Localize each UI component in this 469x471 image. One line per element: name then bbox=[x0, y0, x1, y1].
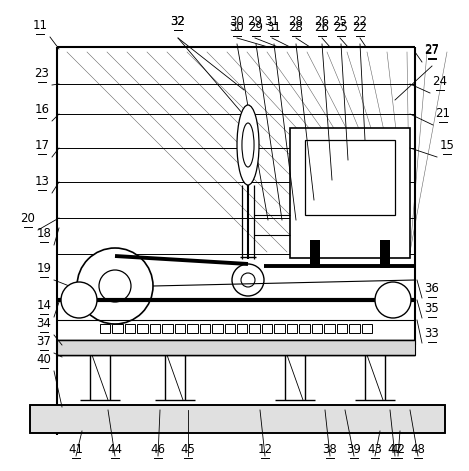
Text: 43: 43 bbox=[368, 443, 382, 456]
Text: 33: 33 bbox=[424, 327, 439, 340]
Text: 39: 39 bbox=[347, 443, 362, 456]
Bar bbox=[299, 324, 310, 333]
Bar bbox=[30, 405, 445, 433]
Bar bbox=[30, 405, 445, 433]
Bar bbox=[287, 324, 297, 333]
Bar bbox=[274, 324, 285, 333]
Bar bbox=[312, 324, 322, 333]
Text: 28: 28 bbox=[288, 21, 303, 34]
Text: 22: 22 bbox=[353, 15, 368, 28]
Text: 36: 36 bbox=[424, 282, 439, 295]
Bar bbox=[150, 324, 160, 333]
Text: 46: 46 bbox=[151, 443, 166, 456]
Bar bbox=[290, 128, 410, 258]
Text: 34: 34 bbox=[37, 317, 52, 330]
Text: 17: 17 bbox=[35, 139, 50, 152]
Text: 35: 35 bbox=[424, 302, 439, 315]
Circle shape bbox=[241, 273, 255, 287]
Text: 40: 40 bbox=[37, 353, 52, 366]
Bar bbox=[187, 324, 197, 333]
Bar bbox=[200, 324, 210, 333]
Text: 26: 26 bbox=[315, 15, 330, 28]
Text: 18: 18 bbox=[37, 227, 52, 240]
Circle shape bbox=[61, 282, 97, 318]
Text: 48: 48 bbox=[410, 443, 425, 456]
Bar bbox=[310, 240, 320, 268]
Text: 29: 29 bbox=[249, 21, 264, 34]
Circle shape bbox=[77, 248, 153, 324]
Text: 32: 32 bbox=[171, 15, 185, 28]
Bar bbox=[162, 324, 173, 333]
Text: 47: 47 bbox=[387, 443, 402, 456]
Text: 31: 31 bbox=[265, 15, 280, 28]
Bar bbox=[225, 324, 235, 333]
Bar bbox=[305, 140, 395, 215]
Text: 21: 21 bbox=[436, 107, 451, 120]
Circle shape bbox=[232, 264, 264, 296]
Text: 27: 27 bbox=[424, 44, 439, 57]
Text: 30: 30 bbox=[230, 15, 244, 28]
Bar bbox=[337, 324, 347, 333]
Text: 23: 23 bbox=[35, 67, 49, 80]
Text: 31: 31 bbox=[266, 21, 281, 34]
Text: 24: 24 bbox=[432, 75, 447, 88]
Text: 25: 25 bbox=[333, 15, 348, 28]
Bar bbox=[137, 324, 148, 333]
Bar bbox=[349, 324, 360, 333]
Bar bbox=[324, 324, 335, 333]
Text: 16: 16 bbox=[35, 103, 50, 116]
Text: 26: 26 bbox=[315, 21, 330, 34]
Bar bbox=[57, 340, 415, 355]
Bar bbox=[380, 240, 390, 268]
Text: 29: 29 bbox=[248, 15, 263, 28]
Text: 44: 44 bbox=[107, 443, 122, 456]
Text: 13: 13 bbox=[35, 175, 49, 188]
Text: 41: 41 bbox=[68, 443, 83, 456]
Text: 28: 28 bbox=[288, 15, 303, 28]
Text: 20: 20 bbox=[21, 212, 36, 225]
Bar bbox=[237, 324, 248, 333]
Text: 38: 38 bbox=[323, 443, 337, 456]
Circle shape bbox=[375, 282, 411, 318]
Bar bbox=[262, 324, 272, 333]
Bar bbox=[250, 324, 260, 333]
Text: 11: 11 bbox=[32, 19, 47, 32]
Ellipse shape bbox=[242, 123, 254, 167]
Text: 12: 12 bbox=[257, 443, 272, 456]
Bar bbox=[212, 324, 223, 333]
Text: 37: 37 bbox=[37, 335, 52, 348]
Circle shape bbox=[99, 270, 131, 302]
Text: 22: 22 bbox=[353, 21, 368, 34]
Text: 19: 19 bbox=[37, 262, 52, 275]
Text: 32: 32 bbox=[171, 15, 185, 28]
Text: 25: 25 bbox=[333, 21, 348, 34]
Bar bbox=[175, 324, 185, 333]
Bar bbox=[362, 324, 372, 333]
Bar bbox=[100, 324, 111, 333]
Text: 14: 14 bbox=[37, 299, 52, 312]
Bar bbox=[125, 324, 136, 333]
Text: 45: 45 bbox=[181, 443, 196, 456]
Text: 15: 15 bbox=[439, 139, 454, 152]
Text: 42: 42 bbox=[391, 443, 406, 456]
Bar bbox=[113, 324, 123, 333]
Text: 27: 27 bbox=[424, 43, 439, 56]
Text: 30: 30 bbox=[230, 21, 244, 34]
Ellipse shape bbox=[237, 105, 259, 185]
